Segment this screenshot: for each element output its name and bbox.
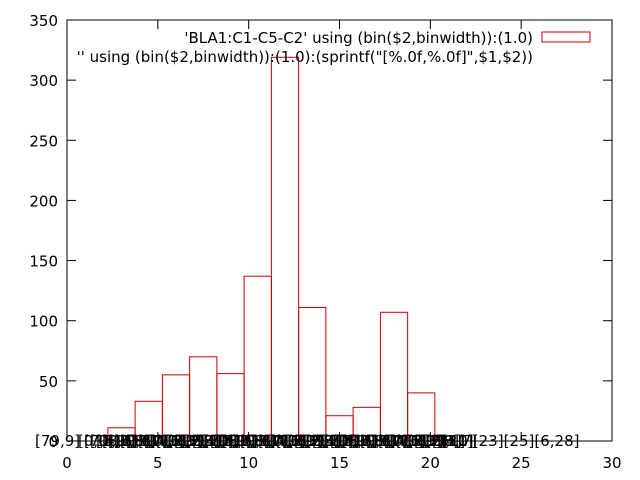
- x-tick-label: 5: [153, 454, 163, 472]
- histogram-bar: [298, 306, 327, 442]
- y-tick-label: 350: [29, 12, 58, 30]
- x-tick-label: 25: [512, 454, 531, 472]
- histogram-bar: [270, 56, 300, 442]
- histogram-bar: [189, 356, 218, 442]
- y-tick-label: 100: [29, 313, 58, 331]
- y-tick-label: 200: [29, 192, 58, 210]
- histogram-bar: [379, 311, 409, 442]
- bars-group: [107, 56, 436, 442]
- y-tick-label: 300: [29, 72, 58, 90]
- y-tick-label: 150: [29, 253, 58, 271]
- y-axis-ticks: 0 50 100 150 200 250 300 350: [29, 12, 612, 451]
- x-axis-ticks: 0 5 10 15 20 25 30: [62, 20, 622, 472]
- plot-frame: [66, 19, 613, 442]
- x-tick-label: 15: [330, 454, 349, 472]
- point-label-right: [21][23][25][6,28]: [442, 432, 579, 450]
- legend-entry-1-label: 'BLA1:C1-C5-C2' using (bin($2,binwidth))…: [184, 29, 533, 47]
- legend-entry-1-swatch: [541, 31, 591, 43]
- histogram-bar: [243, 275, 272, 442]
- y-tick-label: 50: [39, 373, 58, 391]
- legend-entry-2-label: '' using (bin($2,binwidth)):(1.0):(sprin…: [77, 48, 533, 66]
- x-tick-label: 20: [421, 454, 440, 472]
- histogram-bar: [216, 373, 245, 442]
- x-tick-label: 10: [239, 454, 258, 472]
- x-tick-label: 0: [62, 454, 72, 472]
- y-tick-label: 0: [48, 433, 58, 451]
- x-tick-label: 30: [602, 454, 621, 472]
- y-tick-label: 250: [29, 132, 58, 150]
- point-label-leftmost: [79,9]: [35, 432, 80, 450]
